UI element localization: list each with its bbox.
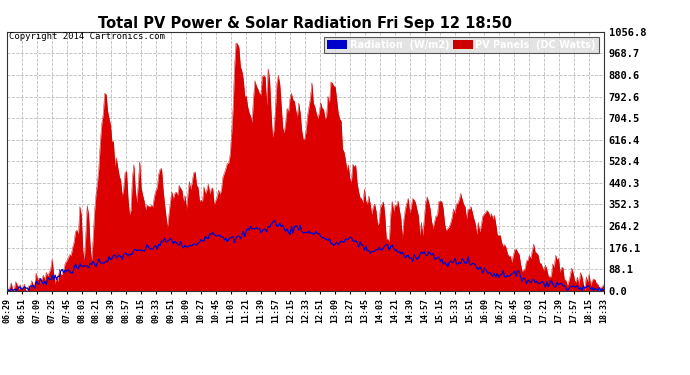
- Legend: Radiation  (W/m2), PV Panels  (DC Watts): Radiation (W/m2), PV Panels (DC Watts): [324, 37, 599, 52]
- Text: Copyright 2014 Cartronics.com: Copyright 2014 Cartronics.com: [9, 32, 165, 41]
- Title: Total PV Power & Solar Radiation Fri Sep 12 18:50: Total PV Power & Solar Radiation Fri Sep…: [98, 16, 512, 31]
